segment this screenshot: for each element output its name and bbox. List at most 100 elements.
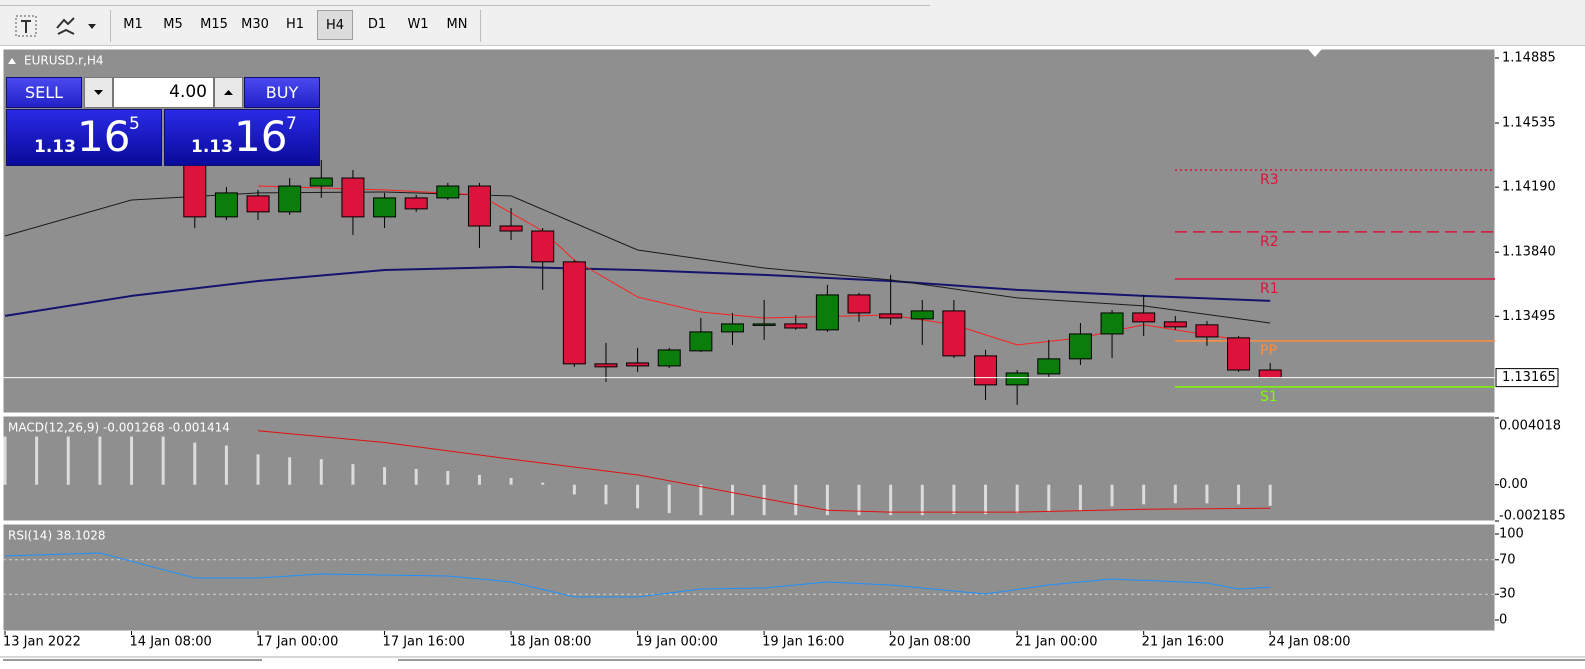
timeframe-button[interactable]: H1	[285, 17, 305, 32]
candle-body	[531, 230, 555, 263]
text-tool-icon[interactable]	[14, 14, 38, 38]
candle-body	[720, 323, 744, 333]
timeframe-button[interactable]: W1	[407, 17, 429, 32]
current-price-box	[1495, 368, 1559, 388]
candle-body	[278, 185, 302, 213]
candle-body	[1132, 312, 1156, 323]
candle-body	[341, 177, 365, 218]
y-tick-label: 30	[1499, 587, 1516, 602]
volume-up-button[interactable]	[214, 77, 243, 108]
macd-label: MACD(12,26,9) -0.001268 -0.001414	[8, 421, 230, 435]
ask-quote[interactable]: 1.13 16 7	[164, 109, 320, 166]
pivot-label: R1	[1260, 281, 1279, 297]
y-tick-label: 1.14190	[1502, 180, 1556, 195]
chart-content: 1.14885 1.14535 1.14190 1.13840 1.13495 R3 R2 R…	[3, 50, 1566, 650]
moving-average-line	[4, 265, 1271, 317]
x-tick-label: 24 Jan 08:00	[1268, 635, 1350, 650]
candle-body	[815, 294, 839, 331]
x-tick-label: 19 Jan 16:00	[762, 635, 844, 650]
candle-body	[910, 310, 934, 320]
candle-body	[246, 195, 270, 213]
candle-body	[752, 323, 776, 326]
toolbar-separator	[110, 10, 111, 42]
x-tick-label: 17 Jan 16:00	[383, 635, 465, 650]
current-price-label: 1.13165	[1502, 370, 1556, 385]
candle-body	[214, 192, 238, 218]
one-click-trading-panel: SELL 4.00 BUY 1.13 16 5 1.13 16 7	[6, 77, 320, 167]
x-tick-label: 21 Jan 00:00	[1015, 635, 1097, 650]
candle-body	[657, 349, 681, 367]
y-tick-label: -0.002185	[1499, 509, 1566, 524]
candle-body	[847, 294, 871, 314]
y-tick-label: 1.14885	[1502, 50, 1556, 65]
x-tick-label: 17 Jan 00:00	[256, 635, 338, 650]
y-tick-label: 1.14535	[1502, 116, 1556, 131]
candle-body	[436, 185, 460, 199]
candle-body	[309, 177, 333, 187]
rsi-line	[4, 552, 1271, 598]
bid-point: 5	[129, 114, 140, 134]
candle-body	[626, 362, 650, 367]
candle-body	[974, 355, 998, 386]
candle-body	[689, 331, 713, 352]
y-tick-label: 1.13840	[1502, 245, 1556, 260]
timeframe-button[interactable]: M30	[241, 17, 269, 32]
y-tick-label: 0.004018	[1499, 419, 1561, 434]
y-tick-label: 1.13495	[1502, 309, 1556, 324]
x-tick-label: 19 Jan 00:00	[636, 635, 718, 650]
candle-body	[1037, 358, 1061, 375]
x-tick-label: 13 Jan 2022	[3, 635, 81, 650]
bid-pips: 16	[77, 112, 131, 161]
candle-body	[879, 313, 903, 319]
candle-body	[1163, 321, 1187, 328]
x-tick-label: 14 Jan 08:00	[130, 635, 212, 650]
toolbar-top-strip	[0, 0, 930, 6]
timeframe-button[interactable]: MN	[446, 17, 468, 32]
candle-body	[1100, 312, 1124, 335]
volume-down-button[interactable]	[84, 77, 113, 108]
arrow-up-icon	[224, 90, 233, 95]
volume-input[interactable]: 4.00	[113, 77, 214, 108]
ask-big-figure: 1.13	[191, 137, 233, 157]
pivot-label: PP	[1260, 343, 1277, 359]
buy-button[interactable]: BUY	[244, 77, 320, 108]
timeframe-button[interactable]: D1	[367, 17, 387, 32]
timeframe-button[interactable]: M15	[200, 17, 228, 32]
toolbar: M1 M5 M15 M30 H1 H4 D1 W1 MN	[0, 0, 1585, 46]
timeframe-button[interactable]: M1	[123, 17, 143, 32]
candle-body	[1195, 324, 1219, 338]
ask-point: 7	[286, 114, 297, 134]
objects-tool-icon[interactable]	[54, 14, 102, 38]
candle-body	[1258, 369, 1282, 379]
symbol-icon	[8, 58, 16, 64]
y-tick-label: 70	[1499, 552, 1516, 567]
x-tick-label: 18 Jan 08:00	[509, 635, 591, 650]
macd-signal-line	[257, 430, 1271, 513]
candle-body	[499, 225, 523, 232]
y-tick-label: 100	[1499, 527, 1524, 542]
candle-body	[1068, 333, 1092, 360]
pivot-label: R2	[1260, 234, 1279, 250]
timeframe-button[interactable]: H4	[317, 10, 353, 40]
timeframe-button[interactable]: M5	[163, 17, 183, 32]
candle-body	[404, 197, 428, 210]
x-tick-label: 21 Jan 16:00	[1142, 635, 1224, 650]
rsi-label: RSI(14) 38.1028	[8, 529, 106, 543]
candle-body	[562, 261, 586, 365]
candle-body	[373, 197, 397, 218]
pivot-label: S1	[1260, 389, 1278, 405]
candle-body	[784, 323, 808, 329]
y-tick-label: 0.00	[1499, 477, 1528, 492]
sell-button[interactable]: SELL	[6, 77, 82, 108]
toolbar-separator	[480, 10, 481, 42]
candle-body	[942, 310, 966, 357]
candle-body	[1227, 337, 1251, 371]
candle-body	[467, 185, 491, 227]
bid-quote[interactable]: 1.13 16 5	[6, 109, 162, 166]
x-tick-label: 20 Jan 08:00	[889, 635, 971, 650]
ask-pips: 16	[234, 112, 288, 161]
candle-body	[1005, 372, 1029, 386]
candle-body	[183, 159, 207, 218]
